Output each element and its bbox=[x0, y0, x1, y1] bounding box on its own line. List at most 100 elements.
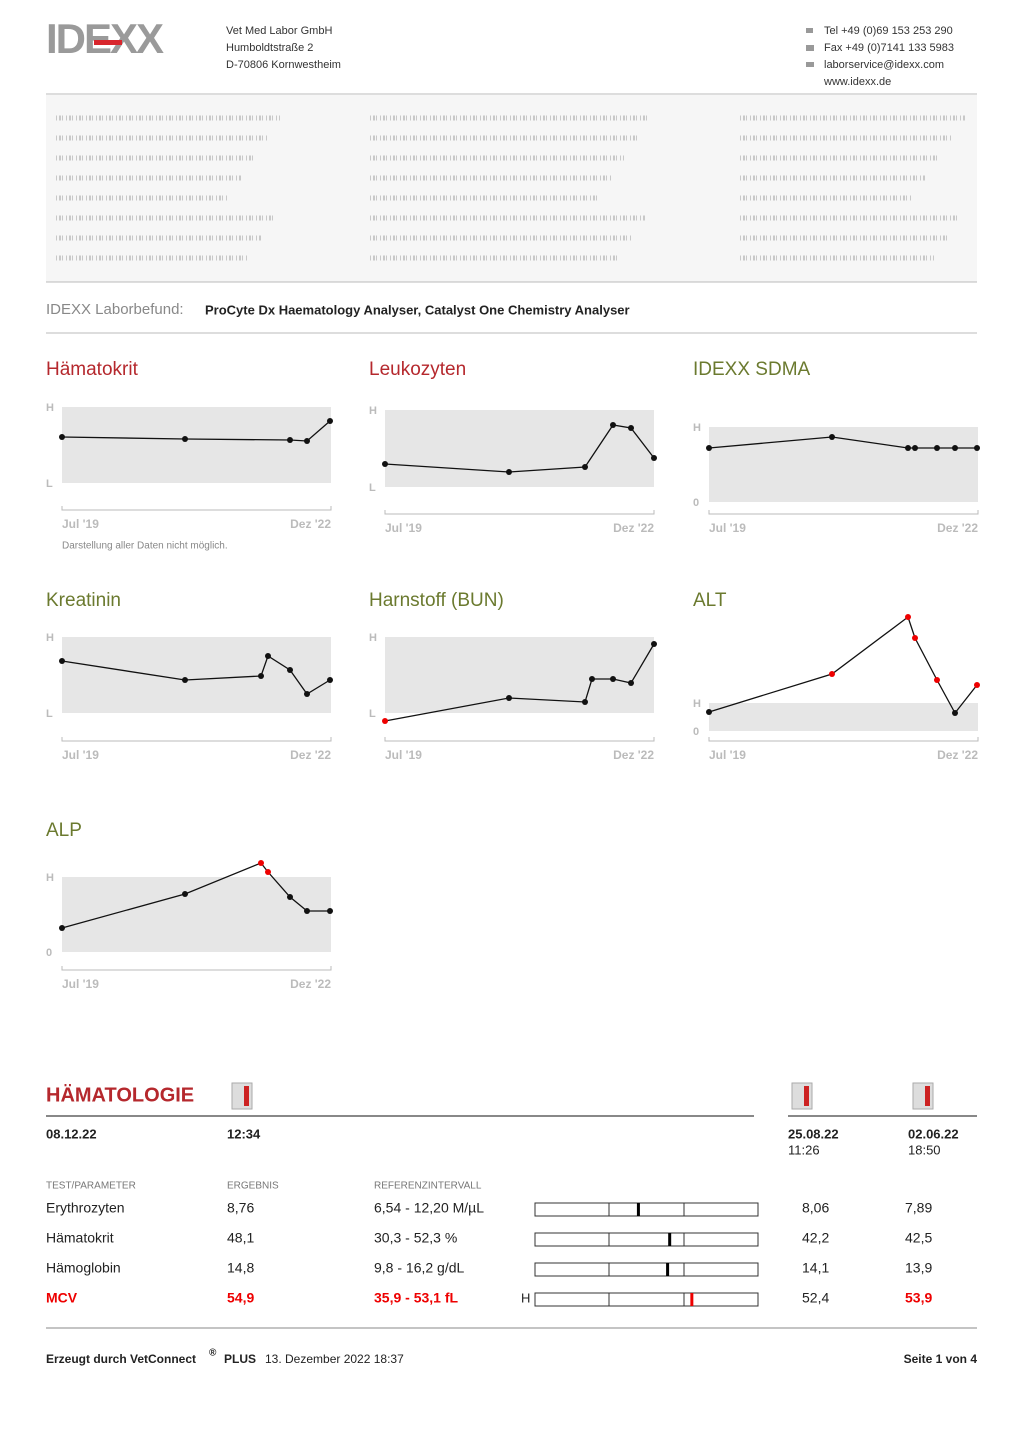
prev-date: 25.08.22 bbox=[788, 1126, 839, 1141]
contact: www.idexx.de bbox=[823, 76, 891, 88]
previous-result: 52,4 bbox=[802, 1290, 829, 1306]
trend-point bbox=[628, 425, 634, 431]
test-name: Hämatokrit bbox=[46, 1230, 114, 1246]
axis-end: Dez '22 bbox=[937, 748, 978, 762]
time-axis bbox=[708, 737, 979, 742]
footer-page: Seite 1 von 4 bbox=[904, 1352, 978, 1366]
axis-end: Dez '22 bbox=[613, 748, 654, 762]
trend-title: Kreatinin bbox=[46, 590, 121, 611]
axis-start: Jul '19 bbox=[62, 517, 99, 531]
trend-point bbox=[304, 908, 310, 914]
trend-point bbox=[182, 436, 188, 442]
redacted-noise bbox=[56, 115, 965, 261]
reference: 35,9 - 53,1 fL bbox=[374, 1290, 458, 1306]
time-axis bbox=[61, 737, 332, 742]
column-header: REFERENZINTERVALL bbox=[374, 1181, 482, 1192]
test-name: MCV bbox=[46, 1290, 78, 1306]
range-band bbox=[385, 637, 654, 713]
axis-end: Dez '22 bbox=[937, 521, 978, 535]
footer-product: PLUS bbox=[224, 1352, 256, 1366]
range-band bbox=[62, 407, 331, 483]
low-label: 0 bbox=[693, 497, 699, 509]
axis-start: Jul '19 bbox=[62, 977, 99, 991]
trend-point bbox=[905, 445, 911, 451]
range-band bbox=[709, 703, 978, 731]
logo-accent bbox=[94, 40, 122, 45]
high-label: H bbox=[693, 422, 701, 434]
contact: Tel +49 (0)69 153 253 290 bbox=[824, 25, 953, 37]
trend-point bbox=[327, 908, 333, 914]
time-axis bbox=[384, 510, 655, 515]
company: Vet Med Labor GmbH bbox=[226, 25, 332, 37]
range-band bbox=[62, 637, 331, 713]
previous-result: 42,5 bbox=[905, 1230, 932, 1246]
trend-point bbox=[829, 671, 835, 677]
prev-time: 11:26 bbox=[788, 1142, 820, 1157]
trend-point bbox=[265, 869, 271, 875]
axis-end: Dez '22 bbox=[290, 517, 331, 531]
time-axis bbox=[61, 506, 332, 511]
test-name: Hämoglobin bbox=[46, 1260, 121, 1276]
section-title: HÄMATOLOGIE bbox=[46, 1083, 194, 1106]
trend-point bbox=[934, 677, 940, 683]
trend-title: IDEXX SDMA bbox=[693, 359, 811, 380]
low-label: L bbox=[46, 478, 53, 490]
high-label: H bbox=[46, 872, 54, 884]
trend-point bbox=[304, 438, 310, 444]
high-label: H bbox=[46, 402, 54, 414]
low-label: L bbox=[46, 708, 53, 720]
column-header: TEST/PARAMETER bbox=[46, 1181, 136, 1192]
prev-time: 18:50 bbox=[908, 1142, 941, 1157]
range-bar bbox=[534, 1202, 759, 1217]
low-label: 0 bbox=[693, 726, 699, 738]
high-label: H bbox=[369, 632, 377, 644]
reference: 30,3 - 52,3 % bbox=[374, 1230, 457, 1246]
trend-point bbox=[589, 676, 595, 682]
result-marker bbox=[668, 1233, 672, 1246]
date: 08.12.22 bbox=[46, 1126, 97, 1141]
trend-point bbox=[265, 653, 271, 659]
axis-end: Dez '22 bbox=[290, 748, 331, 762]
company: D-70806 Kornwestheim bbox=[226, 59, 341, 71]
axis-start: Jul '19 bbox=[709, 748, 746, 762]
low-label: L bbox=[369, 482, 376, 494]
analyser-icons bbox=[231, 1082, 934, 1110]
trend-line bbox=[708, 615, 978, 715]
previous-result: 8,06 bbox=[802, 1200, 829, 1216]
high-label: H bbox=[46, 632, 54, 644]
trend-point bbox=[912, 445, 918, 451]
axis-end: Dez '22 bbox=[613, 521, 654, 535]
result: 48,1 bbox=[227, 1230, 254, 1246]
trend-point bbox=[912, 635, 918, 641]
trend-point bbox=[382, 718, 388, 724]
axis-start: Jul '19 bbox=[709, 521, 746, 535]
trend-point bbox=[582, 464, 588, 470]
low-label: L bbox=[369, 708, 376, 720]
range-bar bbox=[534, 1232, 759, 1247]
trend-point bbox=[287, 437, 293, 443]
result-marker bbox=[666, 1263, 670, 1276]
axis-start: Jul '19 bbox=[62, 748, 99, 762]
previous-result: 13,9 bbox=[905, 1260, 932, 1276]
flag: H bbox=[521, 1290, 530, 1305]
trend-point bbox=[610, 422, 616, 428]
trend-point bbox=[610, 676, 616, 682]
trend-point bbox=[327, 418, 333, 424]
column-header: ERGEBNIS bbox=[227, 1181, 279, 1192]
trend-line bbox=[384, 424, 655, 473]
prev-date: 02.06.22 bbox=[908, 1126, 959, 1141]
time-axis bbox=[61, 966, 332, 971]
contact: Fax +49 (0)7141 133 5983 bbox=[824, 42, 954, 54]
trend-point bbox=[506, 469, 512, 475]
trend-point bbox=[59, 434, 65, 440]
range-bar bbox=[534, 1292, 759, 1307]
trend-point bbox=[287, 667, 293, 673]
result: 8,76 bbox=[227, 1200, 254, 1216]
previous-result: 14,1 bbox=[802, 1260, 829, 1276]
trend-point bbox=[59, 925, 65, 931]
time-axis bbox=[708, 510, 979, 515]
logo: IDEXX bbox=[46, 15, 164, 62]
trend-point bbox=[182, 891, 188, 897]
footer-datetime: 13. Dezember 2022 18:37 bbox=[265, 1352, 404, 1366]
report-label: IDEXX Laborbefund: bbox=[46, 301, 184, 318]
